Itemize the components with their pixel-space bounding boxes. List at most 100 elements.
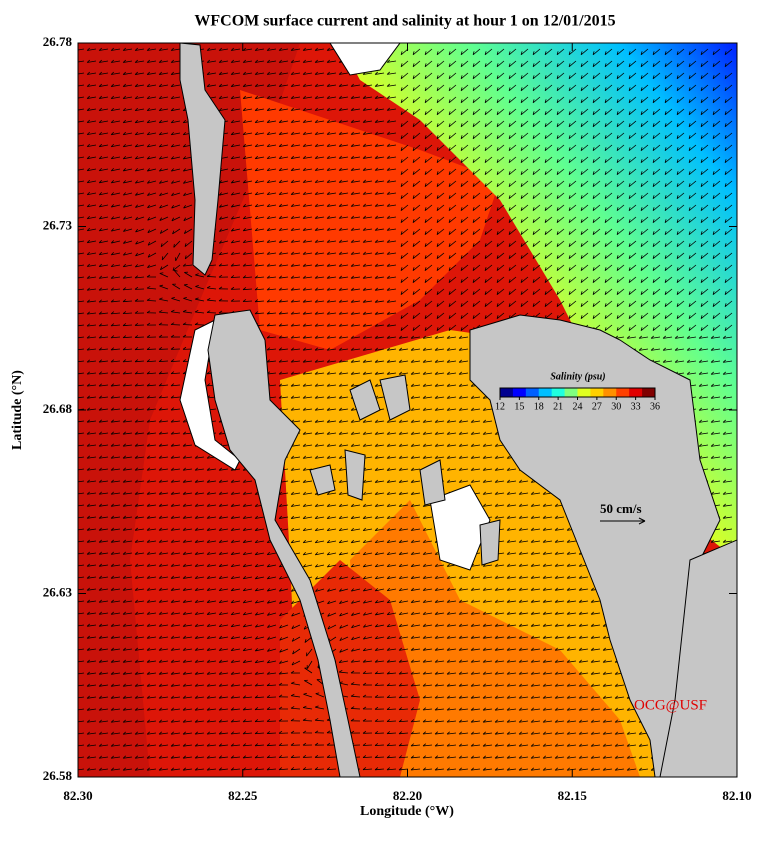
current-vector	[78, 564, 85, 567]
current-vector	[640, 84, 649, 92]
current-vector	[314, 527, 325, 532]
current-vector	[520, 288, 529, 296]
current-vector	[458, 659, 469, 663]
current-vector	[206, 635, 217, 639]
current-vector	[254, 743, 265, 747]
current-vector	[266, 251, 277, 255]
current-vector	[484, 240, 493, 248]
current-vector	[86, 695, 97, 699]
current-vector	[664, 72, 673, 80]
current-vector	[482, 443, 493, 447]
current-vector	[568, 300, 577, 308]
current-vector	[398, 707, 409, 711]
current-vector	[458, 755, 469, 759]
current-vector	[688, 96, 697, 104]
current-vector	[78, 192, 85, 195]
current-vector	[494, 671, 505, 675]
current-vector	[386, 191, 397, 195]
current-vector	[554, 515, 565, 519]
current-vector	[78, 372, 85, 375]
current-vector	[472, 312, 481, 320]
current-vector	[254, 624, 265, 628]
current-vector	[422, 527, 433, 531]
current-vector	[350, 179, 361, 183]
current-vector	[98, 659, 109, 663]
current-vector	[158, 587, 169, 591]
current-vector	[422, 515, 433, 519]
current-vector	[122, 539, 133, 543]
current-vector	[254, 683, 265, 687]
current-vector	[302, 503, 313, 507]
current-vector	[122, 180, 133, 184]
current-vector	[170, 371, 181, 375]
current-vector	[290, 179, 301, 183]
current-vector	[266, 179, 277, 184]
current-vector	[98, 455, 109, 459]
current-vector	[556, 108, 565, 116]
current-vector	[110, 359, 121, 363]
current-vector	[386, 455, 397, 459]
current-vector	[554, 563, 565, 567]
current-vector	[722, 347, 733, 351]
current-vector	[604, 312, 613, 320]
current-vector	[146, 671, 157, 675]
current-vector	[278, 323, 289, 327]
current-vector	[568, 228, 577, 236]
current-vector	[448, 132, 457, 140]
current-vector	[254, 719, 265, 723]
current-vector	[662, 359, 673, 363]
current-vector	[78, 696, 85, 699]
current-vector	[412, 240, 421, 248]
current-vector	[422, 335, 433, 339]
current-vector	[568, 48, 577, 56]
current-vector	[424, 324, 433, 332]
current-vector	[218, 695, 229, 699]
current-vector	[676, 192, 685, 200]
current-vector	[710, 395, 721, 399]
current-vector	[412, 300, 421, 307]
current-vector	[230, 107, 241, 112]
current-vector	[254, 767, 265, 771]
current-vector	[676, 216, 685, 224]
colorbar-segment	[500, 388, 514, 397]
current-vector	[664, 156, 673, 164]
current-vector	[566, 755, 577, 759]
current-vector	[290, 467, 301, 471]
current-vector	[472, 300, 481, 308]
current-vector	[422, 611, 433, 615]
current-vector	[700, 72, 709, 80]
current-vector	[122, 59, 133, 63]
current-vector	[410, 635, 421, 639]
current-vector	[158, 767, 169, 771]
current-vector	[122, 767, 133, 771]
current-vector	[218, 575, 229, 579]
current-vector	[724, 324, 733, 332]
current-vector	[508, 252, 517, 260]
current-vector	[518, 563, 529, 567]
current-vector	[182, 515, 193, 519]
current-vector	[556, 132, 565, 140]
current-vector	[638, 347, 649, 351]
current-vector	[78, 300, 85, 303]
current-vector	[484, 204, 493, 212]
current-vector	[350, 287, 361, 291]
colorbar-tick-label: 33	[631, 401, 641, 412]
current-vector	[626, 335, 637, 339]
current-vector	[460, 312, 469, 320]
current-vector	[518, 731, 529, 735]
current-vector	[98, 59, 109, 63]
current-vector	[544, 96, 553, 104]
current-vector	[134, 743, 145, 747]
current-vector	[182, 503, 193, 507]
current-vector	[267, 648, 277, 652]
current-vector	[266, 155, 277, 160]
current-vector	[398, 719, 409, 723]
current-vector	[664, 324, 673, 332]
current-vector	[110, 707, 121, 711]
current-vector	[520, 204, 529, 212]
current-vector	[626, 755, 637, 759]
current-vector	[640, 144, 649, 152]
current-vector	[436, 204, 445, 212]
current-vector	[98, 47, 109, 51]
current-vector	[386, 227, 397, 231]
